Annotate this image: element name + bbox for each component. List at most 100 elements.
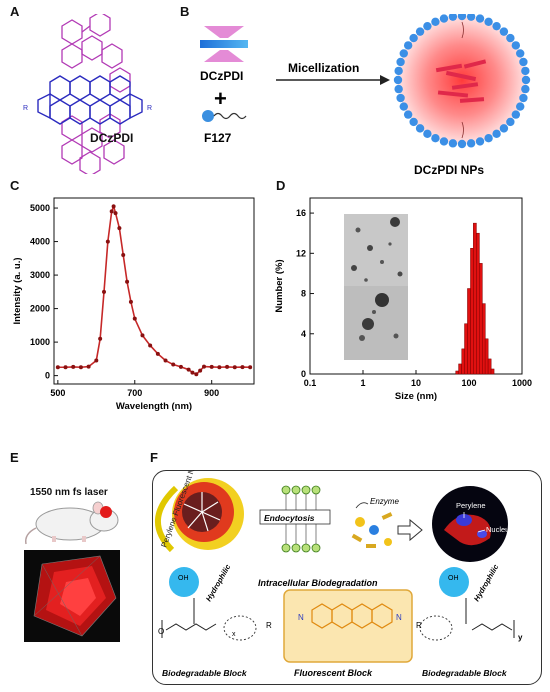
panel-label-e: E: [10, 450, 19, 465]
mouse-icon: [24, 501, 119, 545]
oh-right: OH: [448, 575, 459, 582]
y-tick-label: 0: [45, 371, 50, 381]
data-point: [109, 209, 114, 214]
histogram-bar: [484, 338, 489, 375]
arrow-label: Micellization: [288, 61, 359, 75]
nucleus-label: Nucleus: [486, 525, 513, 534]
data-point: [209, 364, 214, 369]
process-arrow-icon: [397, 518, 423, 542]
data-point: [155, 351, 160, 356]
y-tick-label: 16: [296, 208, 306, 218]
y-tick-label: 2000: [30, 304, 50, 314]
data-point: [86, 364, 91, 369]
data-point: [202, 364, 206, 369]
laser-label: 1550 nm fs laser: [30, 487, 108, 498]
o-atom-left: O: [158, 627, 164, 636]
biodegradable-label-left: Biodegradable Block: [162, 668, 248, 678]
hydrophilic-blob-right: [439, 567, 469, 597]
y-tick-label: 3000: [30, 270, 50, 280]
y-tick-label: 8: [301, 289, 306, 299]
data-point: [125, 279, 130, 284]
data-point: [171, 362, 176, 367]
panel-label-f: F: [150, 450, 158, 465]
product-label: DCzPDI NPs: [414, 163, 484, 177]
panel-label-d: D: [276, 178, 286, 193]
x-axis-label: Size (nm): [395, 391, 437, 402]
emission-spectrum-chart: 0 1000 2000 3000 4000 5000 500 700 900 Wavelength…: [12, 197, 255, 412]
n-atom-left: N: [298, 613, 304, 622]
data-point: [121, 252, 126, 257]
y-tick-label: 5000: [30, 203, 50, 213]
y-tick-label: 12: [296, 248, 306, 258]
micellization-scheme: DCzPDI + F127 Micellization DCzPDI NPs: [200, 14, 531, 177]
data-point: [178, 364, 183, 369]
dye-stack-icon: [204, 26, 244, 38]
x-axis-label: Wavelength (nm): [116, 401, 192, 412]
histogram-bar: [458, 363, 462, 375]
data-point: [217, 365, 222, 370]
histogram-bar: [473, 222, 477, 375]
plot-frame: [53, 197, 255, 385]
histogram-bar: [455, 370, 460, 375]
x-tick-label: 0.1: [304, 378, 317, 388]
data-point: [78, 365, 83, 370]
dls-size-chart: 0 4 8 12 16 0.1 1 10 100 1000 Size (nm) Number (%): [274, 197, 532, 402]
x-tick-label: 500: [50, 388, 65, 398]
molecule-label: DCzPDI: [90, 131, 133, 145]
panel-label-a: A: [10, 4, 20, 19]
x-tick-label: 700: [127, 388, 142, 398]
r-right: R: [416, 621, 422, 630]
dye-label: DCzPDI: [200, 69, 243, 83]
y-tick-label: 4: [301, 329, 306, 339]
hydrophilic-blob-left: [169, 567, 199, 597]
data-point: [102, 289, 106, 294]
polymer-head-icon: [202, 110, 214, 122]
y-tick-label: 1000: [30, 337, 50, 347]
y-tick-label: 4000: [30, 237, 50, 247]
n-atom-right: N: [396, 613, 402, 622]
x-tick-label: 1000: [512, 378, 532, 388]
panel-f-frame: [152, 470, 542, 685]
plus-sign: +: [214, 86, 227, 111]
spectrum-line: [57, 203, 251, 376]
fluorescent-block-label: Fluorescent Block: [294, 668, 373, 678]
data-point: [232, 365, 237, 370]
data-point: [132, 316, 137, 321]
mouse-imaging-figure: [24, 501, 120, 642]
x-tick-label: 900: [204, 388, 219, 398]
data-point: [71, 364, 76, 369]
data-point: [113, 211, 118, 216]
data-point: [111, 204, 116, 209]
enzyme-fragments-icon: [351, 512, 393, 548]
hydrophilic-label-left: Hydrophilic: [204, 562, 233, 603]
y-tick-label: 0: [301, 369, 306, 379]
histogram-bar: [476, 232, 480, 375]
x-subscript: x: [232, 631, 236, 638]
x-tick-label: 10: [411, 378, 421, 388]
data-point: [198, 368, 203, 373]
data-point: [194, 372, 199, 377]
red-vasculature-volume: [24, 550, 120, 642]
data-point: [163, 358, 168, 363]
data-point: [63, 365, 68, 370]
data-point: [98, 336, 103, 341]
data-point: [148, 343, 153, 348]
panel-label-c: C: [10, 178, 20, 193]
histogram-bar: [467, 288, 471, 375]
data-point: [55, 365, 60, 370]
histogram-bar: [487, 358, 492, 375]
polymer-label: F127: [204, 131, 232, 145]
data-point: [240, 365, 245, 370]
data-point: [94, 358, 99, 363]
r-group-left: R: [23, 105, 28, 112]
tem-image-top: [344, 214, 408, 286]
histogram-bar: [490, 368, 495, 375]
r-left: R: [266, 621, 272, 630]
r-group-right: R: [147, 105, 152, 112]
perylene-np-icon: [154, 478, 244, 553]
tem-image-bottom: [344, 286, 408, 360]
nanoparticle-icon: [393, 14, 531, 149]
data-point: [186, 367, 191, 372]
data-point: [190, 370, 195, 375]
cell-confocal-image: [432, 486, 508, 562]
